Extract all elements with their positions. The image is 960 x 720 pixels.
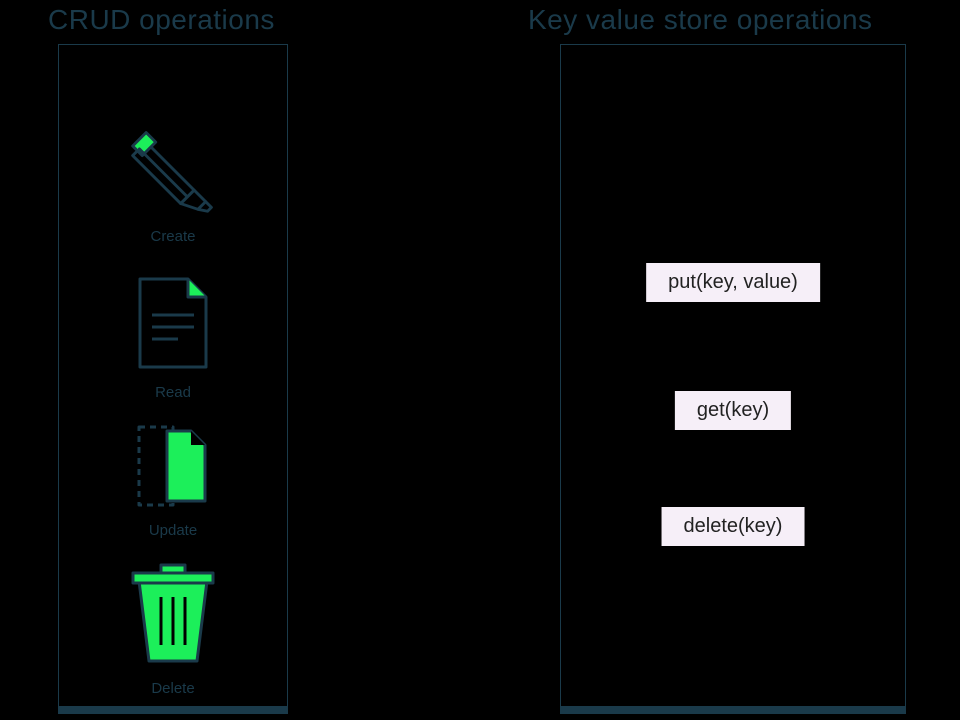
crud-label-delete: Delete xyxy=(59,680,287,697)
crud-item-delete: Delete xyxy=(59,559,287,697)
crud-label-create: Create xyxy=(59,228,287,245)
crud-label-update: Update xyxy=(59,522,287,539)
update-file-icon xyxy=(133,421,213,516)
kv-op-put: put(key, value) xyxy=(646,263,820,302)
kv-op-get: get(key) xyxy=(675,391,791,430)
trash-icon xyxy=(123,559,223,674)
crud-item-create: Create xyxy=(59,121,287,245)
crud-panel: Create Read xyxy=(58,44,288,714)
crud-label-read: Read xyxy=(59,384,287,401)
crud-item-read: Read xyxy=(59,273,287,401)
pencil-icon xyxy=(125,121,221,222)
crud-title: CRUD operations xyxy=(48,4,275,36)
kv-panel: put(key, value) get(key) delete(key) xyxy=(560,44,906,714)
crud-item-update: Update xyxy=(59,421,287,539)
document-icon xyxy=(128,273,218,378)
kv-op-delete: delete(key) xyxy=(662,507,805,546)
kv-title: Key value store operations xyxy=(528,4,873,36)
